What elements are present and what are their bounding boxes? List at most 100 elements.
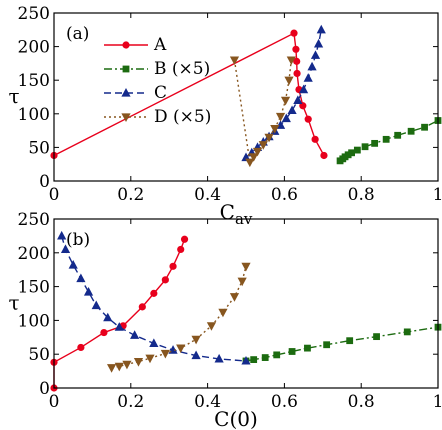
data-point	[407, 127, 415, 135]
series-c	[241, 24, 326, 162]
x-tick-label: 0	[49, 185, 60, 205]
data-point	[150, 289, 158, 297]
series-b	[242, 323, 442, 365]
data-point	[218, 308, 228, 318]
series-d	[107, 262, 251, 373]
legend: A B (×5) C D (×5)	[104, 35, 211, 127]
x-tick-label: 0.6	[271, 185, 298, 205]
data-point	[288, 348, 296, 355]
x-tick-label: 1	[433, 392, 442, 412]
x-tick-label: 0.4	[194, 392, 221, 412]
data-point	[311, 135, 319, 143]
data-point	[394, 131, 402, 139]
data-point	[206, 322, 217, 331]
data-point	[176, 344, 186, 354]
data-point	[252, 147, 263, 157]
series-c	[57, 230, 251, 365]
data-point	[287, 105, 297, 115]
data-point	[133, 358, 144, 367]
data-point	[264, 133, 274, 143]
y-tick-label: 100	[18, 105, 50, 125]
legend-label: C	[154, 83, 167, 103]
data-point	[130, 330, 140, 339]
plot-frame	[53, 12, 439, 182]
x-tick-label: 0.2	[117, 185, 144, 205]
data-point	[286, 56, 296, 66]
y-tick-label: 100	[18, 311, 50, 331]
y-tick-label: 50	[28, 138, 50, 158]
data-point	[258, 141, 268, 150]
data-point	[293, 57, 301, 65]
data-point	[241, 355, 251, 365]
data-point	[281, 113, 291, 123]
y-axis-label: τ	[8, 291, 19, 315]
data-point	[303, 73, 313, 82]
data-point	[353, 146, 361, 154]
series-line	[53, 32, 325, 157]
legend-marker	[122, 41, 130, 49]
data-point	[60, 244, 71, 254]
data-point	[191, 335, 201, 345]
data-point	[361, 143, 369, 151]
y-tick-label: 150	[18, 71, 50, 91]
data-point	[292, 45, 300, 53]
series-line	[245, 29, 322, 159]
y-tick-label: 250	[18, 4, 50, 24]
data-point	[304, 115, 312, 123]
data-point	[91, 300, 101, 310]
series-a	[50, 29, 328, 160]
data-point	[241, 262, 251, 272]
data-point	[261, 354, 269, 361]
data-point	[107, 364, 117, 373]
data-point	[161, 276, 169, 284]
data-point	[83, 287, 94, 296]
data-point	[138, 303, 146, 311]
data-point	[304, 344, 311, 352]
data-point	[122, 360, 132, 370]
data-point	[145, 354, 155, 364]
series-b	[336, 117, 442, 165]
legend-label: D (×5)	[154, 107, 211, 127]
data-point	[229, 293, 240, 302]
data-point	[313, 38, 324, 48]
y-tick-label: 150	[18, 278, 50, 298]
data-point	[371, 139, 379, 147]
data-point	[114, 322, 124, 331]
legend-marker	[122, 65, 130, 73]
legend-marker	[121, 113, 131, 122]
data-point	[373, 333, 380, 341]
x-tick-label: 0.2	[117, 392, 144, 412]
legend-marker	[121, 88, 131, 97]
x-tick-label: 0.8	[348, 392, 375, 412]
data-point	[382, 135, 390, 143]
data-point	[280, 96, 291, 106]
data-point	[68, 259, 78, 269]
data-point	[237, 277, 247, 287]
y-tick-label: 50	[28, 345, 50, 365]
data-point	[77, 343, 85, 352]
data-point	[250, 356, 258, 364]
data-point	[273, 351, 281, 359]
data-point	[114, 362, 124, 372]
data-point	[57, 230, 67, 240]
data-point	[299, 84, 309, 94]
x-axis-label: C(0)	[214, 407, 258, 430]
data-point	[316, 24, 326, 34]
data-point	[270, 124, 280, 134]
x-tick-label: 0.6	[271, 392, 298, 412]
data-point	[275, 112, 286, 122]
x-tick-label: 0.8	[348, 185, 375, 205]
data-point	[307, 61, 317, 71]
data-point	[284, 76, 294, 86]
data-point	[310, 50, 321, 59]
data-point	[177, 245, 185, 254]
data-point	[320, 151, 328, 160]
series-d	[229, 56, 296, 168]
y-tick-label: 200	[18, 244, 50, 264]
x-tick-label: 1	[433, 185, 442, 205]
data-point	[290, 29, 298, 37]
data-point	[100, 328, 108, 337]
y-axis-label: τ	[8, 84, 19, 108]
data-point	[348, 149, 355, 157]
